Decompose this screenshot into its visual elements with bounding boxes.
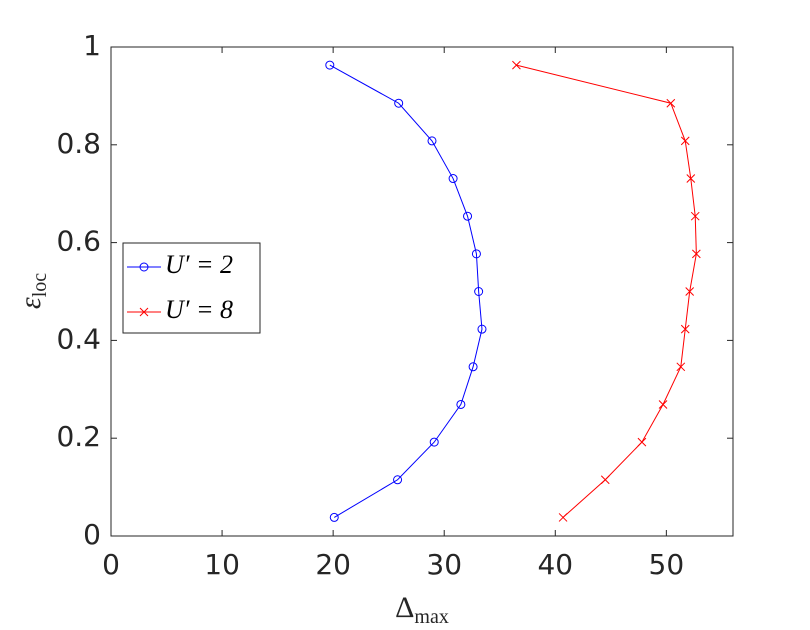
x-axis-label: Δmax [395,591,449,628]
y-axis-label: εloc [14,273,51,309]
point [474,287,484,296]
point [637,437,647,447]
point [139,307,149,317]
point [448,174,458,184]
legend-label: U′ = 2 [165,250,233,279]
y-tick-label: 0.8 [56,127,101,160]
point [512,60,521,70]
y-tick-label: 1 [83,29,101,62]
point [468,362,478,372]
x-tick-label: 20 [315,548,351,581]
x-tick-label: 50 [649,548,685,581]
point [139,262,149,272]
point [666,98,676,108]
legend-label: U′ = 8 [165,295,233,324]
point [685,287,695,296]
y-label-symbol: ε [14,297,47,309]
point [686,174,696,183]
y-tick-label: 0.4 [56,322,101,355]
y-tick-label: 0.6 [56,225,101,258]
point [427,136,437,146]
point [329,512,339,522]
point [680,136,690,146]
point [680,324,690,334]
point [676,362,686,372]
point [325,60,335,70]
point [558,513,568,522]
y-label-subscript: loc [29,273,51,298]
point [471,249,481,259]
point [600,475,610,485]
point [456,399,466,409]
point [463,211,473,221]
x-tick-label: 40 [537,548,573,581]
x-tick-label: 0 [102,548,120,581]
point [429,437,439,447]
point [658,400,668,409]
point [477,324,487,334]
y-tick-label: 0 [83,518,101,551]
x-label-subscript: max [414,606,448,628]
point [690,211,700,221]
x-tick-label: 30 [426,548,462,581]
legend-box [122,242,261,334]
x-tick-label: 10 [204,548,240,581]
x-label-symbol: Δ [395,591,414,624]
point [691,249,701,259]
point [394,98,404,108]
y-tick-label: 0.2 [56,420,101,453]
point [393,475,403,485]
series-line [329,64,483,518]
